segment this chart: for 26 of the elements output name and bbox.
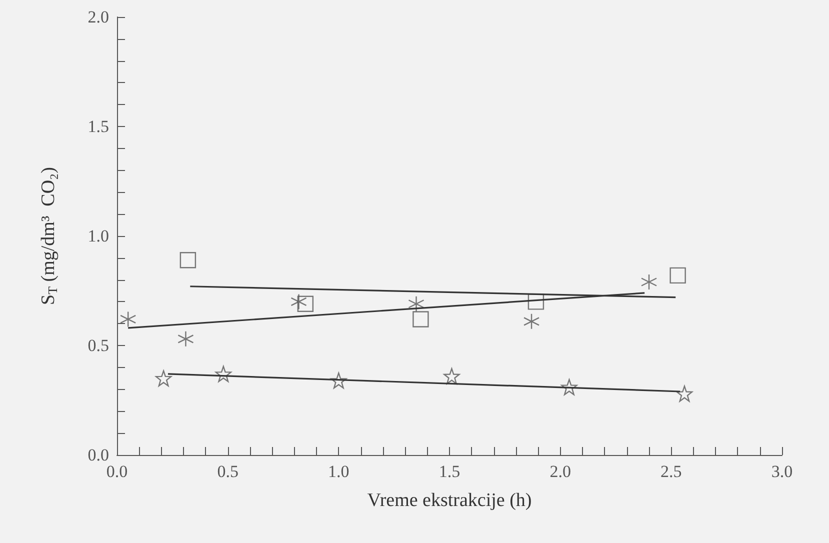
point [412,311,429,328]
x-tick-label: 3.0 [771,462,793,481]
y-tick-label: 0.5 [88,336,109,355]
x-tick-label: 1.0 [328,462,350,481]
x-tick-label: 0.0 [106,462,128,481]
point [670,267,686,284]
x-tick-label: 2.0 [550,462,571,481]
point [290,294,307,310]
x-tick-label: 2.5 [660,462,682,481]
x-axis-title: Vreme ekstrakcije (h) [367,490,532,511]
point [523,313,540,330]
y-axis-title: ST (mg/dm³ CO₂) [38,167,60,305]
y-tick-label: 2.0 [88,8,109,26]
point [155,370,172,386]
point [120,311,136,328]
point [444,368,460,384]
x-tick-label: 0.5 [217,462,238,481]
y-tick-label: 0.0 [88,446,109,464]
point [676,386,693,402]
y-tick-label: 1.0 [88,226,109,246]
point [640,274,658,290]
point [180,252,196,268]
x-tick-label: 1.5 [438,462,460,481]
point [408,296,424,312]
y-tick-label: 1.5 [88,117,109,136]
point [178,330,194,348]
